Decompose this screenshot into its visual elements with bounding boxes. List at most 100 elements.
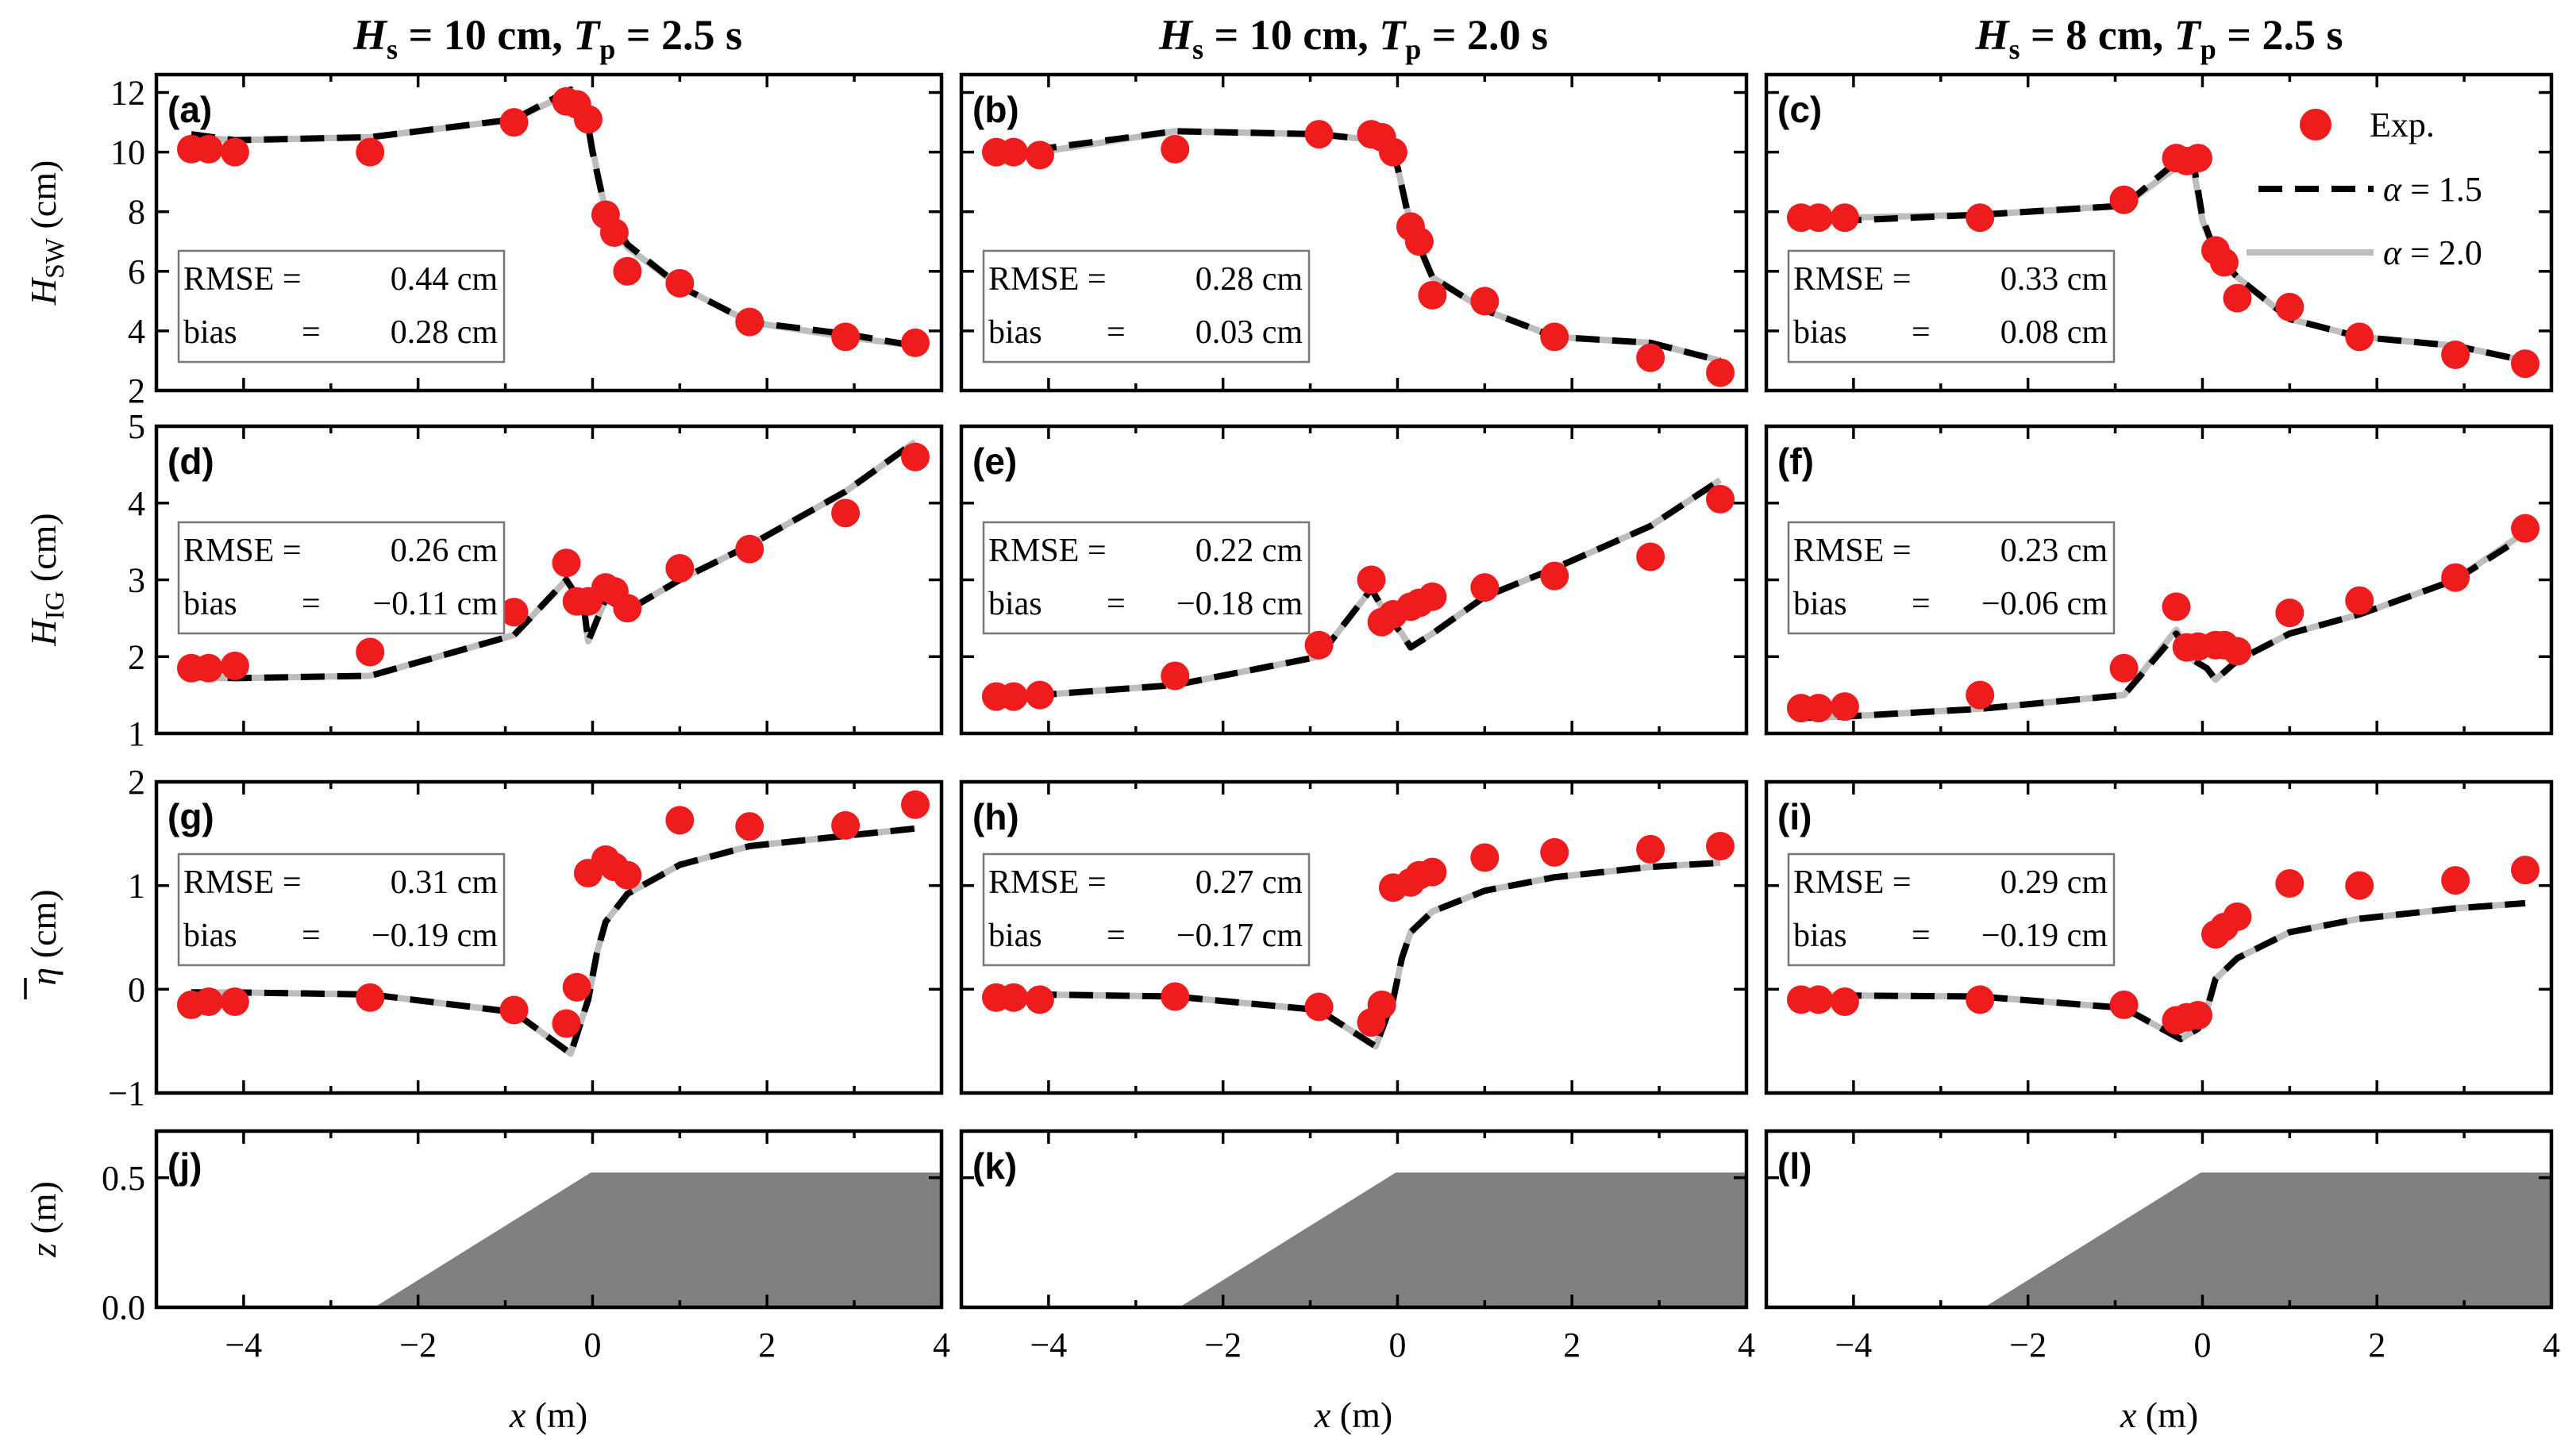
- exp-point-g: [831, 810, 861, 840]
- panel-letter-d: (d): [167, 441, 214, 482]
- xtick-label: −2: [1204, 1326, 1242, 1364]
- bathymetry-j: [156, 1172, 941, 1307]
- svg-text:bias: bias: [988, 314, 1042, 351]
- panel-j-plot-area: [156, 1172, 941, 1307]
- exp-point-b: [1540, 322, 1569, 352]
- exp-point-e: [1357, 565, 1386, 595]
- exp-point-c: [1966, 203, 1995, 233]
- panel-frame-l: [1764, 1129, 2554, 1310]
- exp-point-e: [1636, 542, 1665, 571]
- ylabel-hsw: HSW (cm): [23, 160, 70, 306]
- legend: Exp. α = 1.5 α = 2.0: [2247, 106, 2482, 272]
- stat-box-d: RMSE = 0.26 cm bias = −0.11 cm: [177, 521, 506, 635]
- panel-a-plot-area: [176, 86, 930, 357]
- svg-text:=: =: [1912, 314, 1931, 351]
- exp-point-b: [1706, 358, 1735, 387]
- panel-letter-f: (f): [1777, 441, 1814, 482]
- svg-text:bias: bias: [183, 586, 237, 622]
- xtick-label: −2: [2009, 1326, 2047, 1364]
- exp-point-h: [1636, 834, 1665, 864]
- svg-text:0.29 cm: 0.29 cm: [2000, 864, 2108, 901]
- exp-point-e: [1304, 630, 1334, 660]
- panel-h-plot-area: [981, 832, 1735, 1050]
- svg-text:bias: bias: [183, 918, 237, 954]
- svg-text:−0.19 cm: −0.19 cm: [372, 918, 498, 954]
- ytick-label: 0.5: [102, 1159, 145, 1198]
- exp-point-a: [735, 307, 764, 337]
- svg-text:0.31 cm: 0.31 cm: [391, 864, 499, 901]
- svg-text:=: =: [302, 918, 321, 954]
- svg-text:0.22 cm: 0.22 cm: [1196, 533, 1303, 569]
- exp-point-c: [2275, 292, 2305, 321]
- exp-point-d: [735, 534, 764, 564]
- exp-point-h: [1161, 982, 1190, 1011]
- ytick-label: 10: [110, 133, 145, 172]
- exp-point-d: [499, 598, 529, 627]
- ytick-label: 0: [128, 970, 145, 1009]
- panel-frame-c: [1764, 72, 2554, 393]
- xtick-label: −4: [1030, 1326, 1067, 1364]
- svg-text:=: =: [1912, 586, 1931, 622]
- stat-box-g: RMSE = 0.31 cm bias = −0.19 cm: [177, 852, 506, 967]
- exp-point-i: [2441, 866, 2470, 895]
- exp-point-i: [1830, 987, 1859, 1017]
- exp-point-e: [1025, 680, 1054, 710]
- svg-text:RMSE =: RMSE =: [988, 864, 1107, 901]
- panel-g: −1 0 1 2 (g): [108, 763, 944, 1113]
- panel-k-plot-area: [961, 1172, 1746, 1307]
- panel-c: (c): [1764, 72, 2554, 393]
- exp-point-d: [901, 442, 930, 471]
- exp-point-h: [1706, 832, 1735, 861]
- exp-point-i: [2109, 990, 2139, 1019]
- panel-i: (i): [1764, 779, 2554, 1095]
- series-alpha15-h: [995, 859, 1721, 1050]
- exp-point-a: [599, 218, 629, 247]
- svg-text:0.27 cm: 0.27 cm: [1196, 864, 1303, 901]
- ytick-label: 2: [128, 637, 145, 676]
- exp-point-a: [573, 105, 603, 134]
- panel-k: −4 −2 0 2 4 (k): [959, 1129, 1755, 1364]
- svg-text:0.28 cm: 0.28 cm: [391, 314, 499, 351]
- exp-point-a: [901, 328, 930, 357]
- stat-box-i: RMSE = 0.29 cm bias = −0.19 cm: [1787, 852, 2116, 967]
- xtick-label: 0: [2193, 1326, 2211, 1364]
- xlabel-col-3: x (m): [2120, 1395, 2198, 1435]
- ytick-label: 1: [128, 714, 145, 753]
- panel-letter-h: (h): [972, 796, 1019, 837]
- svg-text:RMSE =: RMSE =: [183, 864, 302, 901]
- panel-frame-k: [959, 1129, 1749, 1310]
- exp-point-f: [1804, 694, 1833, 723]
- stat-box-b: RMSE = 0.28 cm bias = 0.03 cm: [982, 249, 1311, 364]
- exp-point-a: [499, 108, 529, 137]
- svg-text:0.03 cm: 0.03 cm: [1196, 314, 1303, 351]
- panel-l: −4 −2 0 2 4 (l): [1764, 1129, 2560, 1364]
- panel-a: 2 4 6 8 10 12 (a): [110, 72, 944, 410]
- exp-point-g: [562, 972, 591, 1002]
- panel-d-plot-area: [176, 439, 930, 683]
- exp-point-f: [1830, 692, 1859, 722]
- exp-point-c: [1804, 203, 1833, 233]
- exp-point-g: [194, 987, 223, 1017]
- exp-point-i: [2275, 869, 2305, 899]
- exp-point-c: [2345, 322, 2374, 352]
- exp-point-c: [2209, 248, 2239, 277]
- exp-point-i: [1804, 985, 1833, 1014]
- xtick-label: 0: [1388, 1326, 1406, 1364]
- exp-point-c: [2441, 340, 2470, 369]
- exp-point-a: [220, 137, 249, 167]
- panel-e-plot-area: [981, 477, 1735, 711]
- ytick-label: 1: [128, 867, 145, 906]
- legend-alpha15-label: α = 1.5: [2383, 170, 2482, 209]
- panel-letter-a: (a): [167, 89, 212, 130]
- exp-point-b: [999, 137, 1028, 167]
- exp-point-h: [1540, 837, 1569, 867]
- exp-point-f: [2162, 592, 2191, 622]
- legend-exp-marker: [2300, 109, 2331, 140]
- exp-point-b: [1636, 343, 1665, 372]
- exp-point-g: [499, 995, 529, 1025]
- exp-point-i: [2345, 871, 2374, 900]
- exp-point-i: [2183, 1001, 2212, 1029]
- exp-point-i: [1966, 985, 1995, 1014]
- ytick-label: 12: [110, 74, 145, 113]
